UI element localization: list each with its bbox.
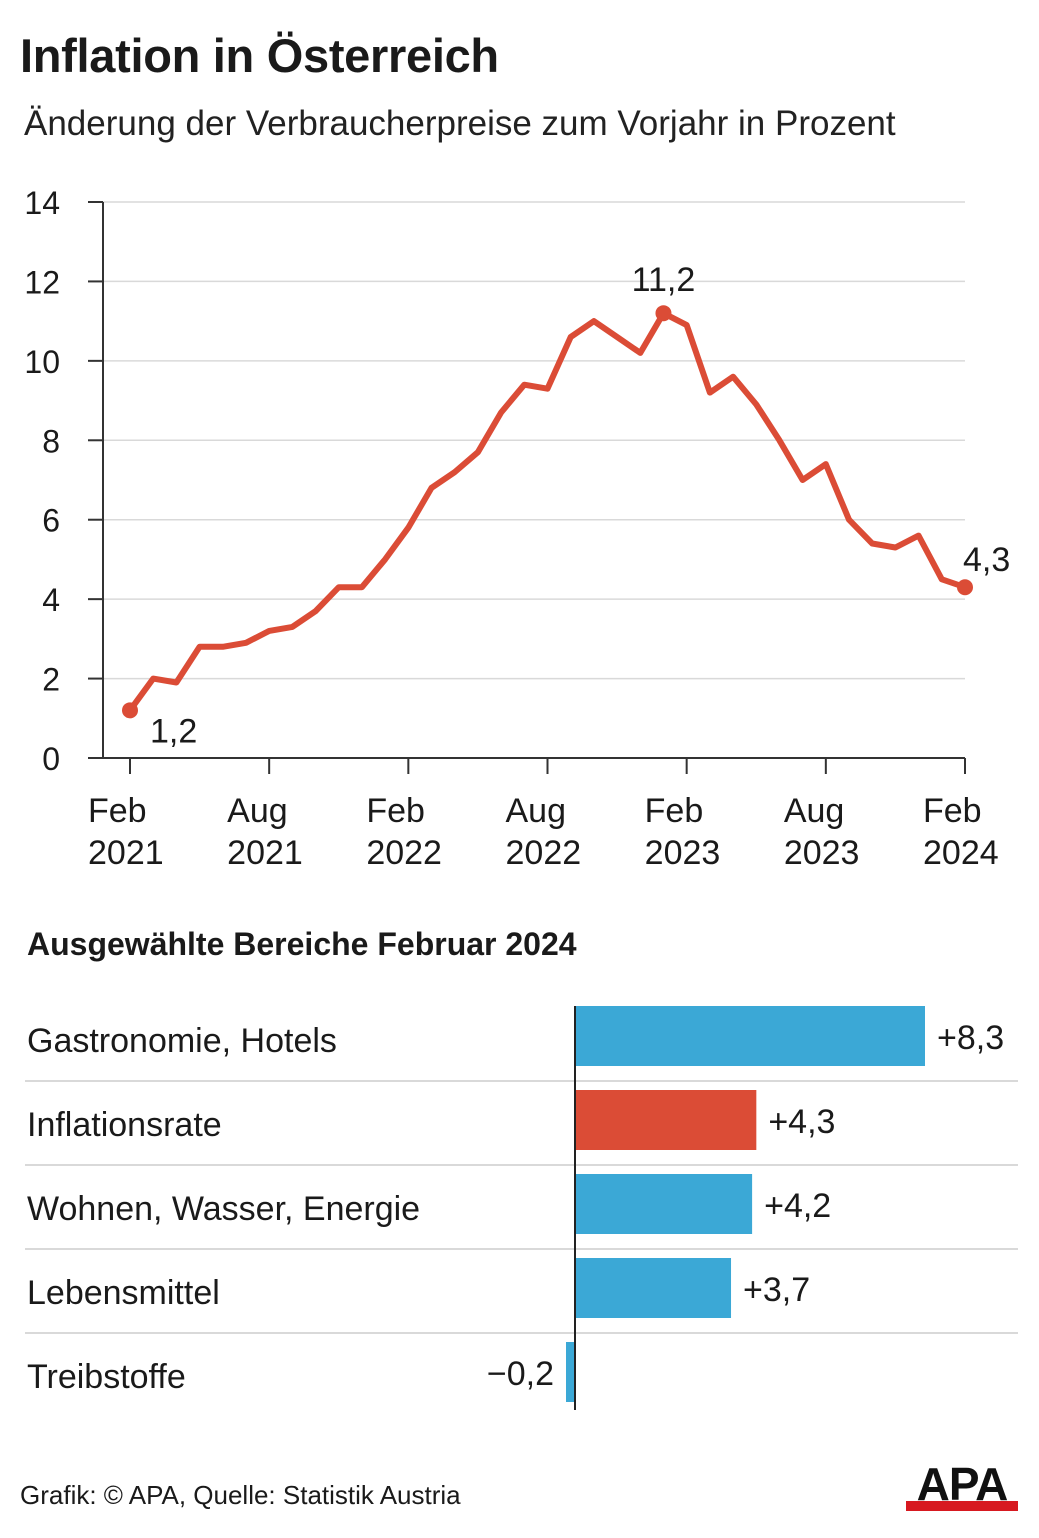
data-point-marker — [957, 579, 973, 596]
bar — [575, 1258, 732, 1318]
bar-section-title: Ausgewählte Bereiche Februar 2024 — [27, 926, 577, 962]
bar-value-label: +8,3 — [937, 1019, 1004, 1057]
apa-logo-bar — [906, 1501, 1018, 1511]
bar — [575, 1090, 757, 1150]
x-tick-label-month: Aug — [784, 792, 845, 830]
bar-category-label: Inflationsrate — [27, 1106, 222, 1144]
data-point-marker — [655, 305, 672, 322]
x-tick-label-month: Feb — [645, 792, 704, 830]
y-tick-label: 4 — [42, 582, 60, 618]
y-tick-label: 10 — [24, 344, 60, 380]
apa-logo: APA — [906, 1458, 1018, 1511]
x-tick-label-month: Aug — [227, 792, 288, 830]
bar — [566, 1342, 575, 1402]
x-tick-label-month: Feb — [366, 792, 425, 830]
bar-chart: Gastronomie, Hotels +8,3 Inflationsrate +4,… — [25, 1006, 1018, 1410]
x-tick-label-month: Feb — [923, 792, 982, 830]
chart-subtitle: Änderung der Verbraucherpreise zum Vorja… — [24, 104, 896, 143]
x-tick-label-year: 2022 — [506, 834, 582, 872]
y-tick-label: 8 — [42, 423, 60, 459]
x-tick-label-year: 2022 — [366, 834, 442, 872]
x-tick-label-year: 2024 — [923, 834, 999, 872]
x-tick-label-month: Feb — [88, 792, 147, 830]
bar-category-label: Lebensmittel — [27, 1274, 220, 1312]
bar-value-label: −0,2 — [487, 1355, 554, 1393]
bar-value-label: +4,3 — [768, 1103, 835, 1141]
y-tick-label: 14 — [24, 185, 60, 221]
bar-value-label: +4,2 — [764, 1187, 831, 1225]
x-tick-label-month: Aug — [506, 792, 567, 830]
bar — [575, 1006, 925, 1066]
bar-category-label: Gastronomie, Hotels — [27, 1022, 337, 1060]
x-tick-label-year: 2021 — [227, 834, 303, 872]
y-tick-label: 0 — [42, 741, 60, 777]
bar-category-label: Treibstoffe — [27, 1358, 186, 1396]
y-tick-label: 12 — [24, 264, 60, 300]
bar — [575, 1174, 753, 1234]
chart-title: Inflation in Österreich — [20, 29, 499, 82]
source-credit: Grafik: © APA, Quelle: Statistik Austria — [20, 1480, 461, 1510]
data-label: 11,2 — [632, 261, 696, 299]
line-chart: 0 2 4 6 8 10 12 14 Feb 2021 Aug 2021 Feb 2022 Aug 2022 F… — [24, 185, 1010, 872]
data-label: 4,3 — [963, 541, 1010, 579]
y-tick-label: 2 — [42, 662, 60, 698]
x-tick-label-year: 2021 — [88, 834, 164, 872]
data-point-marker — [122, 702, 138, 719]
x-tick-label-year: 2023 — [784, 834, 860, 872]
y-tick-label: 6 — [42, 503, 60, 539]
data-label: 1,2 — [150, 712, 197, 750]
x-tick-label-year: 2023 — [645, 834, 721, 872]
inflation-line — [127, 310, 968, 714]
bar-value-label: +3,7 — [743, 1271, 810, 1309]
bar-category-label: Wohnen, Wasser, Energie — [27, 1190, 420, 1228]
